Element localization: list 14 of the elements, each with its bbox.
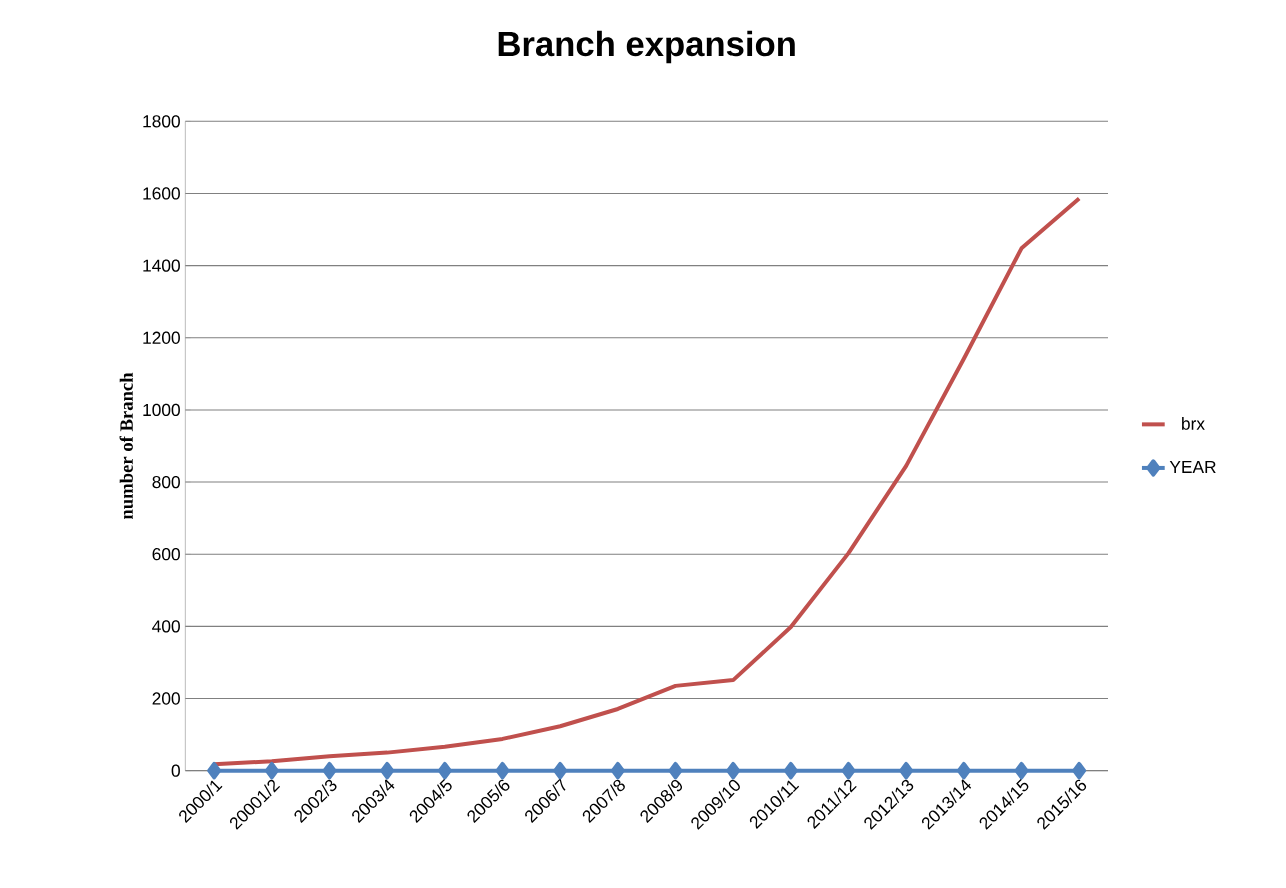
legend-label: YEAR (1169, 460, 1216, 473)
y-tick-label: 800 (152, 475, 180, 489)
y-tick-label: 600 (152, 548, 180, 561)
chart-title: Branch expansion (498, 30, 795, 64)
y-tick-label: 1600 (143, 187, 180, 200)
y-tick-label: 1000 (143, 403, 180, 417)
y-tick-label: 0 (171, 764, 180, 777)
y-tick-label: 1200 (143, 331, 180, 344)
y-tick-label: 1400 (143, 259, 180, 272)
y-tick-label: 200 (152, 692, 180, 705)
y-axis-title: number of Branch (119, 372, 133, 520)
y-tick-label: 400 (152, 620, 180, 633)
legend-label: brx (1182, 417, 1205, 430)
y-tick-label: 1800 (143, 115, 180, 128)
